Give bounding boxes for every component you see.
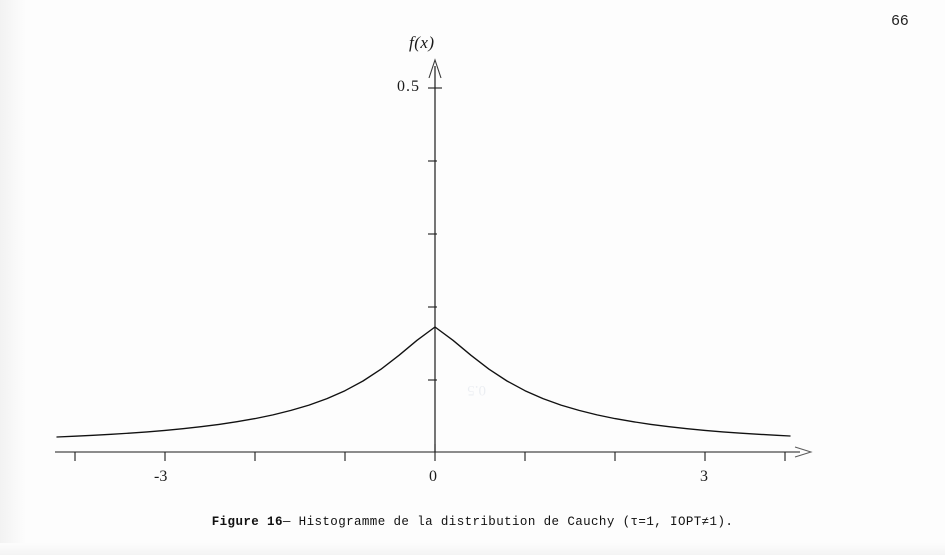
figure-caption-label: Figure 16: [211, 515, 283, 529]
cauchy-density-curve: [56, 326, 791, 438]
page-number: 66: [891, 12, 909, 29]
scan-edge-shadow-bottom: [0, 543, 945, 555]
x-tick-label-3: 3: [700, 468, 708, 485]
y-tick-label-0.5: 0.5: [397, 78, 420, 95]
y-axis-ticks: [428, 87, 442, 381]
y-axis-label: f(x): [409, 33, 435, 52]
y-axis-arrow-icon: [428, 58, 442, 79]
x-tick-label-minus-3: -3: [154, 468, 168, 485]
figure-caption: Figure 16— Histogramme de la distributio…: [0, 515, 945, 529]
figure-caption-text: Histogramme de la distribution de Cauchy…: [290, 515, 734, 529]
x-axis-arrow-icon: [794, 446, 813, 458]
x-tick-label-0: 0: [429, 468, 437, 485]
figure-caption-dash: —: [282, 515, 291, 529]
x-axis-ticks: [74, 444, 786, 461]
cauchy-distribution-plot: [55, 58, 813, 461]
